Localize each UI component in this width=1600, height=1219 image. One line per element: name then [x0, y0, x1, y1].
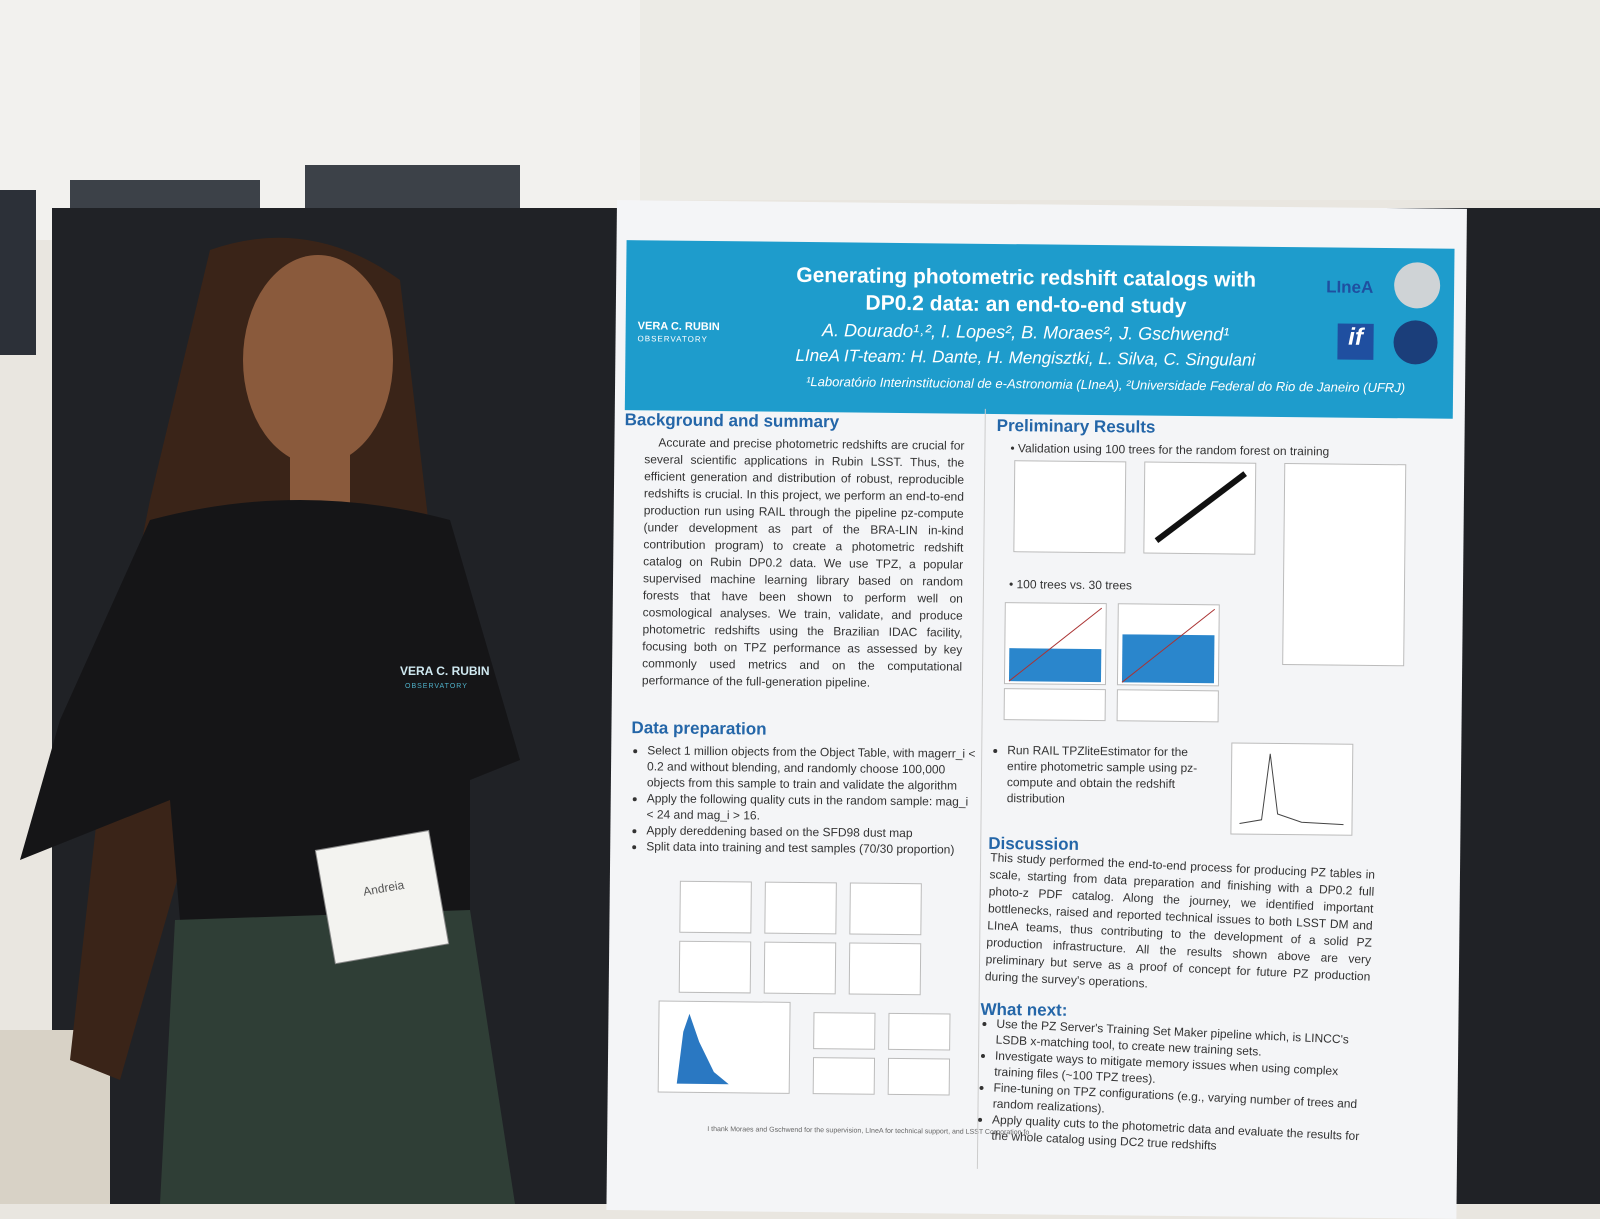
logo	[1393, 262, 1441, 309]
plot	[849, 882, 922, 936]
bullet-text: Split data into training and test sample…	[646, 838, 976, 857]
bullet-text: Apply the following quality cuts in the …	[646, 790, 976, 825]
badge	[314, 829, 450, 965]
wall	[640, 0, 1600, 200]
plot	[848, 942, 922, 996]
shirt-logo: VERA C. RUBIN	[400, 664, 490, 678]
plot	[678, 940, 752, 994]
plot	[1282, 463, 1407, 667]
title-line: Generating photometric redshift catalogs…	[796, 263, 1257, 292]
paragraph: This study performed the end-to-end proc…	[984, 850, 1376, 991]
logo	[1393, 320, 1438, 365]
plot	[887, 1057, 951, 1096]
plot	[763, 941, 837, 995]
shirt	[20, 500, 520, 920]
plot	[1003, 688, 1106, 722]
frame	[0, 190, 36, 355]
bullet-text: Validation using 100 trees for the rando…	[1017, 441, 1330, 459]
title: Generating photometric redshift catalogs…	[766, 262, 1287, 321]
heading: Background and summary	[624, 410, 840, 432]
plot	[1143, 461, 1257, 555]
paragraph: Accurate and precise photometric redshif…	[641, 435, 965, 690]
logo-text: VERA C. RUBIN	[637, 320, 720, 334]
bullet: • 100 trees vs. 30 trees	[1008, 577, 1133, 593]
team: LIneA IT-team: H. Dante, H. Mengisztki, …	[795, 345, 1256, 370]
plot	[1013, 460, 1127, 554]
bullet-list: Run RAIL TPZliteEstimator for the entire…	[993, 742, 1208, 808]
plot	[888, 1012, 951, 1051]
shirt-logo: OBSERVATORY	[405, 683, 468, 690]
pants	[160, 910, 515, 1204]
plot	[1116, 603, 1220, 687]
bullet: • Validation using 100 trees for the ran…	[1010, 441, 1330, 459]
poster: VERA C. RUBIN OBSERVATORY Generating pho…	[606, 200, 1467, 1219]
logo-text: OBSERVATORY	[637, 334, 708, 344]
plot	[812, 1057, 876, 1095]
bullet-text: Select 1 million objects from the Object…	[647, 742, 977, 793]
authors: A. Dourado¹˒², I. Lopes², B. Moraes², J.…	[821, 320, 1230, 345]
bullet-text: 100 trees vs. 30 trees	[1016, 577, 1133, 593]
bullet-list: Select 1 million objects from the Object…	[632, 742, 977, 858]
frame	[305, 165, 520, 215]
plot	[813, 1012, 876, 1050]
poster-header: VERA C. RUBIN OBSERVATORY Generating pho…	[624, 240, 1455, 419]
bullet-text: Run RAIL TPZliteEstimator for the entire…	[1007, 742, 1208, 808]
plot	[657, 1000, 791, 1094]
logo-text: LIneA	[1326, 277, 1374, 297]
heading: Preliminary Results	[996, 415, 1156, 437]
heading: Data preparation	[631, 718, 767, 739]
affiliations: ¹Laboratório Interinstitucional de e-Ast…	[806, 373, 1406, 396]
face	[243, 255, 393, 465]
person: VERA C. RUBIN OBSERVATORY Andreia	[20, 237, 520, 1204]
plot	[679, 880, 752, 934]
plot	[1003, 602, 1107, 686]
logo-text: if	[1337, 323, 1374, 360]
bullet-list: Use the PZ Server's Training Set Maker p…	[977, 1015, 1381, 1161]
title-line: DP0.2 data: an end-to-end study	[865, 291, 1187, 318]
plot	[1116, 689, 1219, 723]
plot	[1230, 742, 1354, 836]
plot	[764, 881, 837, 935]
